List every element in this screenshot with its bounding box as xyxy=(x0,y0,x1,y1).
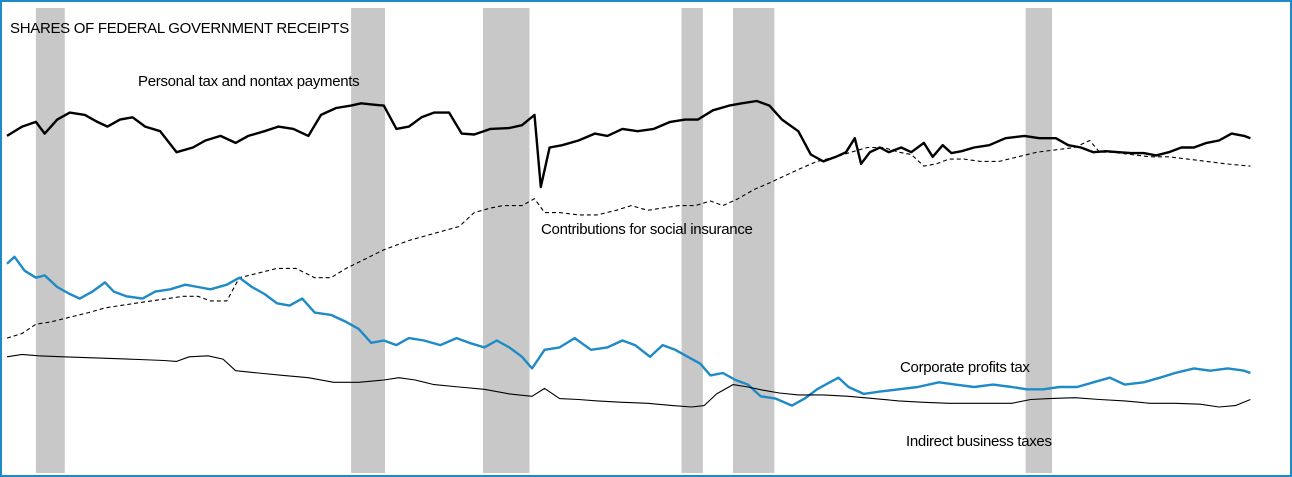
chart-title: SHARES OF FEDERAL GOVERNMENT RECEIPTS xyxy=(10,20,349,37)
series-label-personal-tax: Personal tax and nontax payments xyxy=(138,73,359,90)
recession-band xyxy=(681,8,703,473)
recession-band xyxy=(483,8,530,473)
recession-band xyxy=(351,8,385,473)
recession-band xyxy=(1025,8,1052,473)
series-lines xyxy=(6,99,1251,408)
series-label-indirect-business: Indirect business taxes xyxy=(906,433,1052,450)
series-line-personal-tax xyxy=(6,99,1251,189)
series-label-corporate-profits: Corporate profits tax xyxy=(900,359,1030,376)
series-label-social-insurance: Contributions for social insurance xyxy=(541,221,753,238)
series-line-social-insurance xyxy=(6,139,1251,339)
series-line-corporate-profits xyxy=(6,255,1251,407)
series-line-indirect-business xyxy=(6,353,1251,408)
recession-bands xyxy=(35,8,1052,473)
recession-band xyxy=(733,8,775,473)
recession-band xyxy=(35,8,65,473)
